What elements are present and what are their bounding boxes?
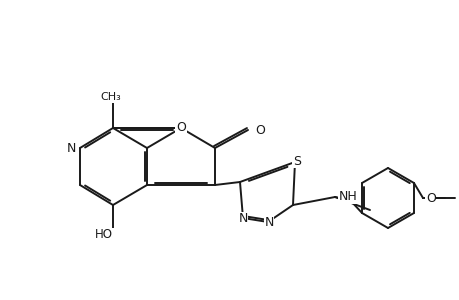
Text: HO: HO	[93, 231, 110, 241]
Text: CH₃: CH₃	[101, 92, 121, 102]
Text: S: S	[292, 154, 300, 167]
Text: N: N	[67, 142, 76, 154]
Text: O: O	[254, 124, 264, 136]
Text: HO: HO	[95, 229, 113, 242]
Text: O: O	[176, 121, 185, 134]
Text: NH: NH	[338, 190, 357, 203]
Text: O: O	[425, 191, 435, 205]
Text: N: N	[238, 212, 247, 226]
Text: N: N	[264, 217, 273, 230]
